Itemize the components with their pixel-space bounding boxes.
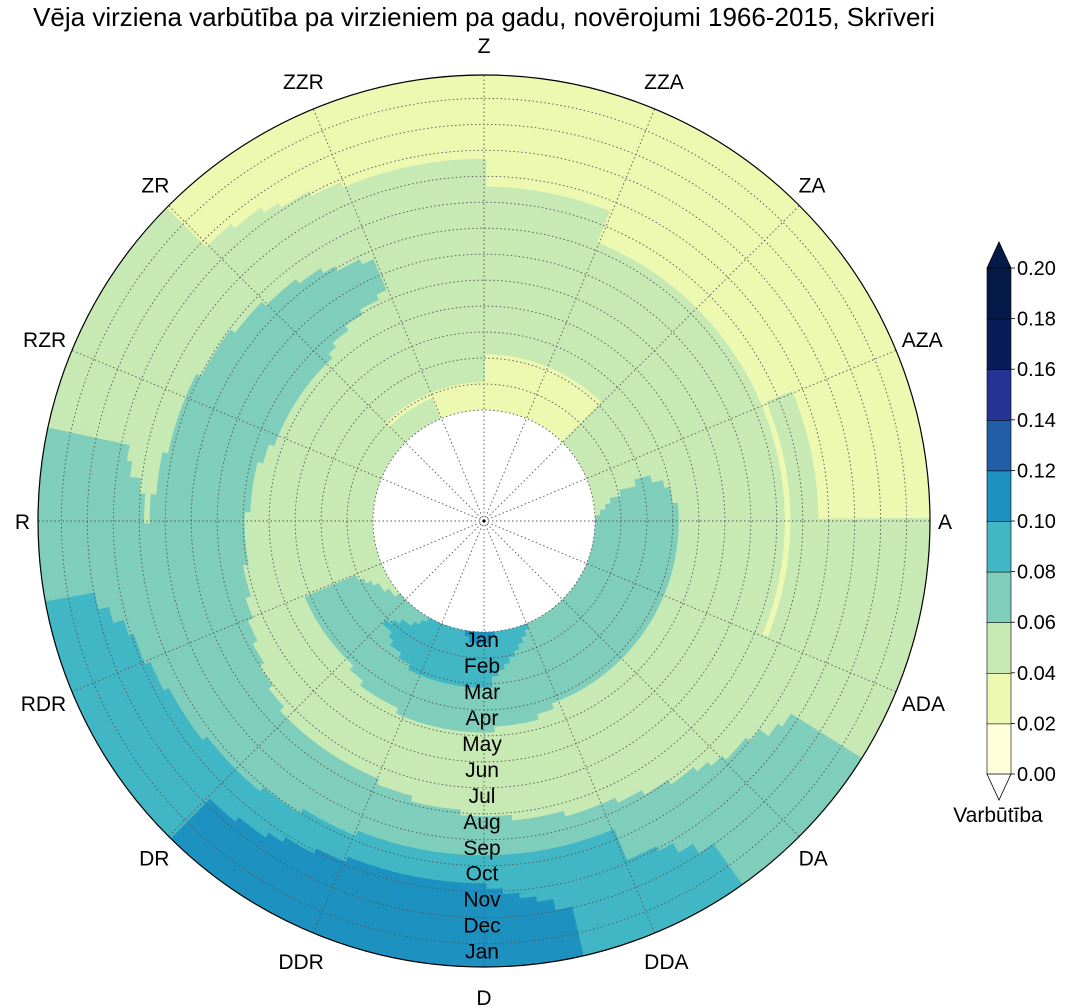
contour-cell xyxy=(477,392,485,399)
contour-cell xyxy=(483,643,491,650)
contour-cell xyxy=(473,320,486,327)
contour-cell xyxy=(476,375,486,383)
contour-cell xyxy=(483,631,490,639)
contour-cell xyxy=(477,387,485,394)
contour-cell xyxy=(478,403,485,411)
contour-cell xyxy=(483,637,491,644)
contour-cell xyxy=(327,519,335,529)
contour-cell xyxy=(471,264,486,271)
contour-cell xyxy=(350,520,357,528)
contour-cell xyxy=(469,241,486,249)
chart-title: Vēja virziena varbūtība pa virzieniem pa… xyxy=(33,2,935,32)
contour-cell xyxy=(469,230,487,238)
contour-cell xyxy=(483,648,491,655)
contour-cell xyxy=(472,292,486,299)
contour-cell xyxy=(606,514,613,522)
contour-cell xyxy=(482,665,492,672)
contour-cell xyxy=(470,247,486,255)
contour-field xyxy=(38,75,930,967)
contour-cell xyxy=(628,513,635,523)
contour-cell xyxy=(482,670,492,678)
contour-cell xyxy=(622,513,630,523)
contour-cell xyxy=(600,514,607,522)
contour-cell xyxy=(361,520,368,528)
contour-cell xyxy=(471,269,486,277)
contour-cell xyxy=(483,654,492,661)
contour-cell xyxy=(617,513,624,522)
contour-cell xyxy=(482,659,492,667)
contour-cell xyxy=(468,219,487,227)
contour-cell xyxy=(477,398,485,405)
contour-cell xyxy=(633,513,641,523)
contour-cell xyxy=(611,514,618,522)
contour-cell xyxy=(469,236,486,243)
contour-cell xyxy=(338,519,346,529)
contour-cell xyxy=(476,364,486,372)
contour-cell xyxy=(366,520,374,527)
contour-cell xyxy=(476,370,486,377)
contour-cell xyxy=(344,520,351,529)
contour-cell xyxy=(594,515,602,522)
contour-cell xyxy=(476,381,485,388)
contour-cell xyxy=(333,519,340,529)
contour-cell xyxy=(355,520,362,528)
